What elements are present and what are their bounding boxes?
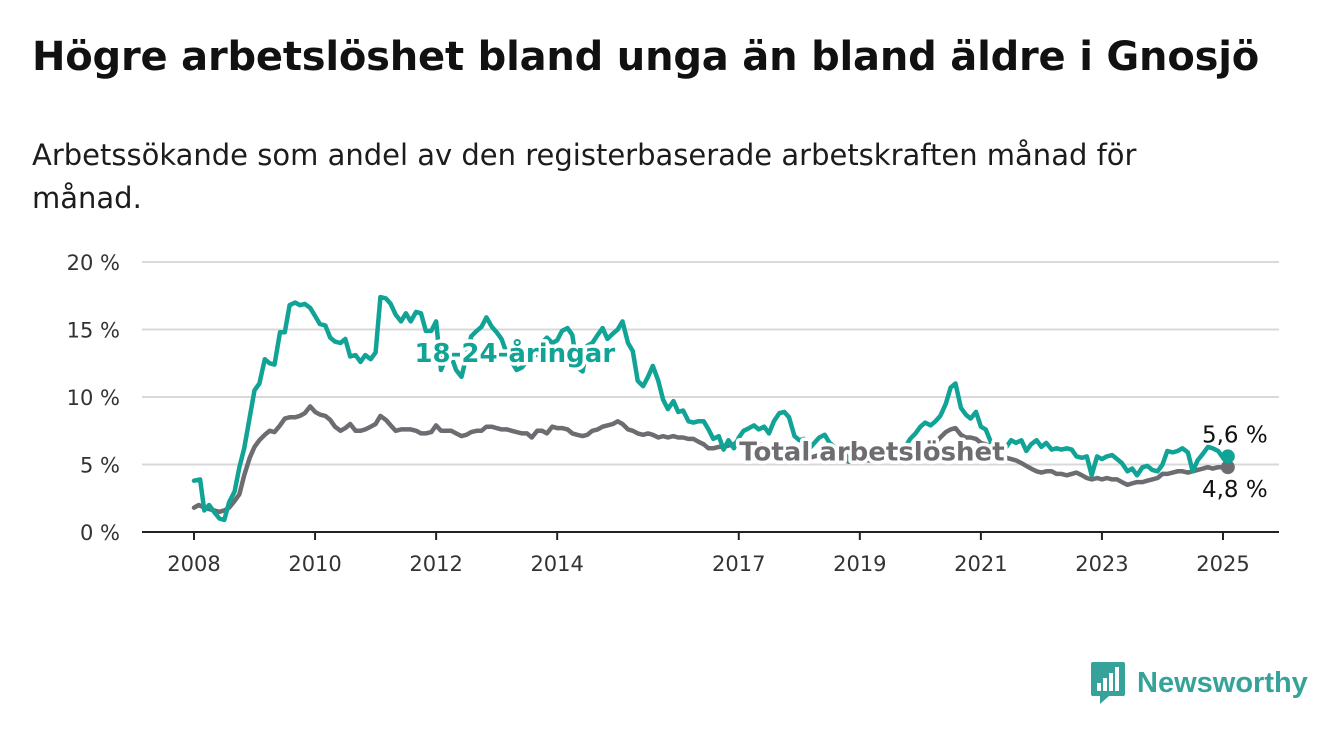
series-label: Total arbetslöshet [739,437,1004,467]
newsworthy-logo-icon [1091,662,1125,704]
x-tick-label: 2008 [167,552,220,576]
series-lines [191,294,1235,523]
y-tick-label: 0 % [80,521,120,545]
y-axis-ticks: 0 % 5 % 10 % 15 % 20 % [67,251,120,545]
series-end-dot [1220,460,1235,475]
x-tick-label: 2019 [833,552,886,576]
y-tick-label: 15 % [67,319,120,343]
series-line [191,404,1231,515]
newsworthy-logo[interactable]: Newsworthy [1089,661,1308,705]
x-tick-label: 2025 [1196,552,1249,576]
end-value-label: 5,6 % [1202,422,1268,448]
y-tick-label: 5 % [80,454,120,478]
x-tick-label: 2012 [409,552,462,576]
end-value-labels: 5,6 % 4,8 % [1202,422,1268,503]
x-tick-label: 2010 [288,552,341,576]
chart-title: Högre arbetslöshet bland unga än bland ä… [32,34,1260,80]
series-end-dot [1220,449,1235,464]
series-line [191,294,1231,523]
y-tick-label: 10 % [67,386,120,410]
x-tick-label: 2017 [712,552,765,576]
x-tick-label: 2021 [954,552,1007,576]
brand-name: Newsworthy [1137,666,1308,699]
chart-subtitle: Arbetssökande som andel av den registerb… [32,138,1137,215]
series-label: 18-24-åringar [414,337,615,369]
x-tick-label: 2014 [530,552,583,576]
series-annotations: 18-24-åringar Total arbetslöshet [411,333,1008,471]
x-tick-label: 2023 [1075,552,1128,576]
end-value-label: 4,8 % [1202,477,1268,503]
x-axis: 2008 2010 2012 2014 2017 2019 2021 2023 2025 [142,531,1279,576]
y-tick-label: 20 % [67,251,120,275]
